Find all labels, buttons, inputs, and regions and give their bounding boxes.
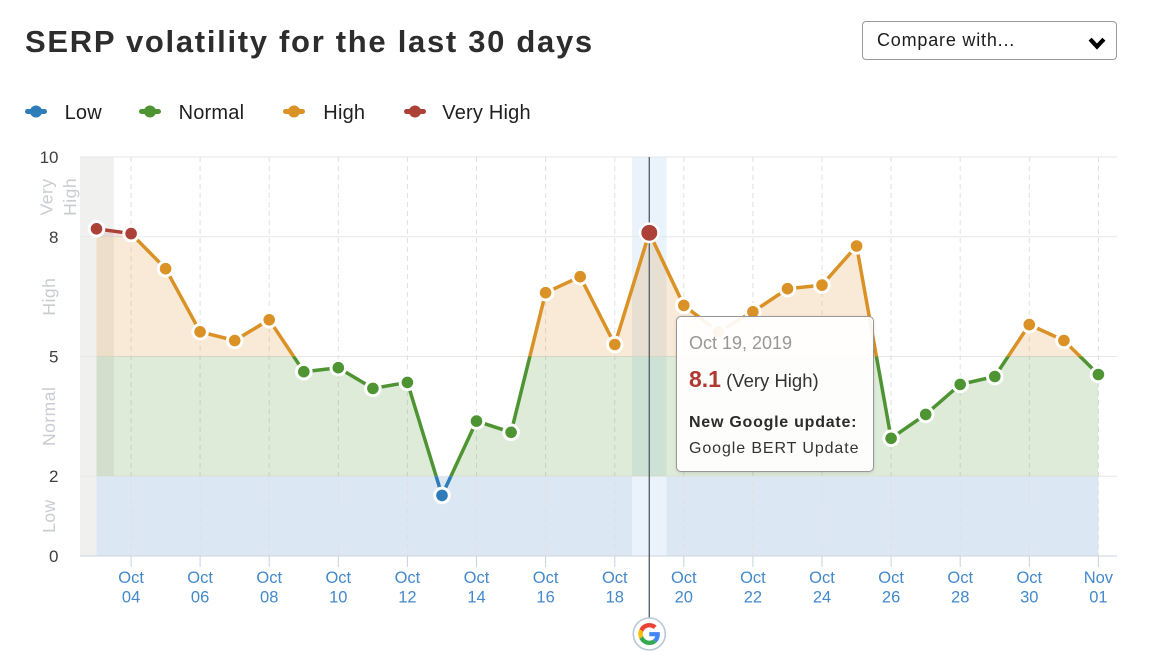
svg-text:12: 12 [398,588,416,606]
svg-text:Low: Low [39,499,59,533]
svg-text:Oct: Oct [878,569,904,587]
svg-text:High: High [60,178,80,216]
svg-text:Oct: Oct [740,569,766,587]
svg-text:08: 08 [260,588,278,606]
svg-text:28: 28 [951,588,969,606]
svg-text:22: 22 [744,588,762,606]
svg-text:Oct: Oct [256,569,282,587]
svg-text:Oct: Oct [395,569,421,587]
svg-text:Oct: Oct [464,569,490,587]
svg-text:10: 10 [329,588,347,606]
svg-text:04: 04 [122,588,140,606]
svg-text:30: 30 [1020,588,1038,606]
svg-text:High: High [39,278,59,316]
svg-text:0: 0 [49,547,58,566]
svg-text:26: 26 [882,588,900,606]
svg-text:Oct: Oct [947,569,973,587]
svg-text:Oct: Oct [187,569,213,587]
svg-text:18: 18 [606,588,624,606]
svg-text:Nov: Nov [1084,569,1114,587]
svg-text:Oct: Oct [118,569,144,587]
svg-text:Oct: Oct [533,569,559,587]
svg-text:5: 5 [49,348,58,367]
svg-text:24: 24 [813,588,831,606]
svg-text:16: 16 [536,588,554,606]
svg-text:14: 14 [467,588,485,606]
svg-text:Very: Very [37,178,57,215]
svg-text:8: 8 [49,228,58,247]
svg-text:Normal: Normal [39,387,59,446]
svg-text:06: 06 [191,588,209,606]
svg-text:Oct: Oct [809,569,835,587]
svg-text:2: 2 [49,467,58,486]
svg-text:20: 20 [675,588,693,606]
svg-text:Oct: Oct [671,569,697,587]
svg-text:01: 01 [1089,588,1107,606]
svg-text:Oct: Oct [1016,569,1042,587]
svg-text:Oct: Oct [602,569,628,587]
svg-text:Oct: Oct [325,569,351,587]
svg-text:10: 10 [40,148,59,167]
